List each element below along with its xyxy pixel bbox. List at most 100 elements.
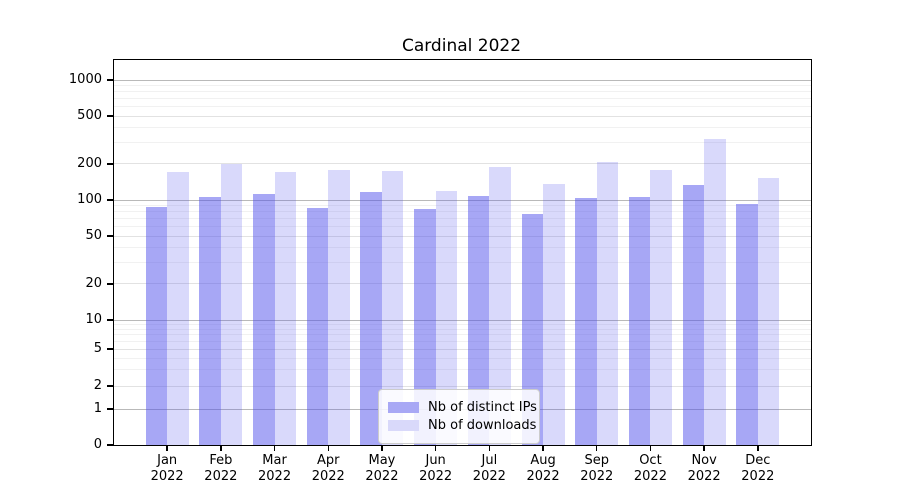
x-tick-month: Feb [209, 453, 233, 468]
bar-nb-of-distinct-ips-mar [253, 194, 275, 445]
gridline [114, 79, 811, 81]
bar-nb-of-distinct-ips-oct [628, 197, 651, 445]
x-tick-label: Mar 2022 [243, 453, 307, 485]
gridline [114, 98, 811, 100]
gridline [114, 369, 811, 371]
x-axis-tick [381, 445, 383, 451]
x-tick-year: 2022 [580, 469, 614, 484]
bar-nb-of-downloads-jan [167, 172, 189, 445]
x-axis-tick [703, 445, 705, 451]
gridline [114, 199, 811, 201]
x-tick-year: 2022 [311, 469, 345, 484]
x-axis-tick [596, 445, 598, 451]
gridline [114, 357, 811, 359]
x-tick-month: Sep [584, 453, 609, 468]
gridline [114, 127, 811, 129]
x-tick-year: 2022 [258, 469, 292, 484]
y-axis-tick [107, 199, 114, 201]
bar-nb-of-downloads-aug [543, 184, 565, 445]
bar-nb-of-distinct-ips-may [360, 192, 382, 445]
x-tick-year: 2022 [365, 469, 399, 484]
chart-title: Cardinal 2022 [401, 36, 522, 56]
x-tick-label: Dec 2022 [726, 453, 790, 485]
gridline [114, 340, 811, 342]
bar-nb-of-downloads-jun [435, 190, 458, 445]
y-tick-label: 20 [85, 275, 102, 291]
y-axis-tick [107, 115, 114, 117]
y-tick-label: 10 [85, 312, 102, 327]
bar-nb-of-distinct-ips-jul [467, 196, 490, 445]
y-axis-tick [107, 408, 114, 410]
bar-nb-of-downloads-sep [596, 161, 619, 445]
x-axis-tick [166, 445, 168, 451]
y-axis-tick [107, 79, 114, 81]
y-tick-label: 50 [85, 228, 102, 244]
gridline [114, 247, 811, 249]
gridline [114, 218, 811, 220]
x-tick-year: 2022 [472, 469, 506, 484]
bar-nb-of-downloads-jul [489, 166, 511, 445]
gridline [114, 262, 811, 264]
y-axis-tick [107, 283, 114, 285]
gridline [114, 226, 811, 228]
x-tick-month: Jun [425, 453, 446, 468]
bar-nb-of-downloads-feb [220, 163, 243, 445]
x-tick-year: 2022 [687, 469, 721, 484]
x-tick-month: Dec [745, 453, 771, 468]
gridline [114, 235, 811, 237]
y-axis-tick [107, 348, 114, 350]
bar-nb-of-distinct-ips-sep [575, 197, 597, 445]
legend: Nb of distinct IPs Nb of downloads [378, 389, 540, 444]
bar-nb-of-downloads-may [381, 170, 404, 445]
bar-nb-of-distinct-ips-nov [682, 184, 705, 445]
x-tick-year: 2022 [633, 469, 667, 484]
x-tick-month: Mar [262, 453, 287, 468]
x-tick-month: Nov [691, 453, 717, 468]
x-tick-label: Nov 2022 [672, 453, 736, 485]
x-axis-tick [542, 445, 544, 451]
legend-swatch-icon [388, 402, 419, 413]
bar-nb-of-downloads-oct [650, 169, 672, 445]
legend-item: Nb of downloads [388, 418, 536, 433]
y-axis-tick [107, 444, 114, 446]
gridline [114, 319, 811, 321]
x-axis-tick [757, 445, 759, 451]
x-tick-label: Aug 2022 [511, 453, 575, 485]
x-axis-tick [273, 445, 276, 451]
x-tick-year: 2022 [150, 469, 184, 484]
y-axis-tick [107, 319, 114, 321]
bar-nb-of-distinct-ips-apr [306, 208, 329, 445]
y-axis-tick [107, 385, 114, 387]
gridline [114, 91, 811, 93]
x-tick-month: Apr [317, 453, 340, 468]
gridline [114, 84, 811, 86]
x-tick-month: Jan [157, 453, 178, 468]
y-tick-label: 1000 [68, 72, 102, 87]
x-tick-label: Apr 2022 [296, 453, 360, 485]
x-tick-label: Oct 2022 [618, 453, 682, 485]
bar-nb-of-downloads-apr [328, 170, 350, 445]
gridline [114, 106, 811, 108]
x-axis-tick [327, 445, 329, 451]
gridline [114, 142, 811, 144]
bar-nb-of-distinct-ips-aug [521, 214, 544, 445]
bar-nb-of-downloads-dec [757, 177, 780, 445]
gridline [114, 283, 811, 285]
bar-nb-of-downloads-nov [704, 139, 726, 445]
gridline [114, 115, 811, 117]
y-tick-label: 2 [93, 378, 102, 393]
legend-label: Nb of downloads [428, 418, 537, 433]
legend-label: Nb of distinct IPs [428, 400, 537, 415]
gridline [114, 204, 811, 206]
gridline [114, 323, 811, 325]
x-tick-label: May 2022 [350, 453, 414, 485]
y-tick-label: 500 [77, 108, 102, 124]
bar-nb-of-distinct-ips-jan [145, 206, 168, 445]
bar-nb-of-distinct-ips-feb [199, 197, 221, 445]
bar-nb-of-downloads-mar [274, 171, 297, 445]
gridline [114, 211, 811, 213]
x-axis-tick [434, 445, 437, 451]
x-tick-year: 2022 [741, 469, 775, 484]
y-tick-label: 200 [77, 155, 102, 171]
